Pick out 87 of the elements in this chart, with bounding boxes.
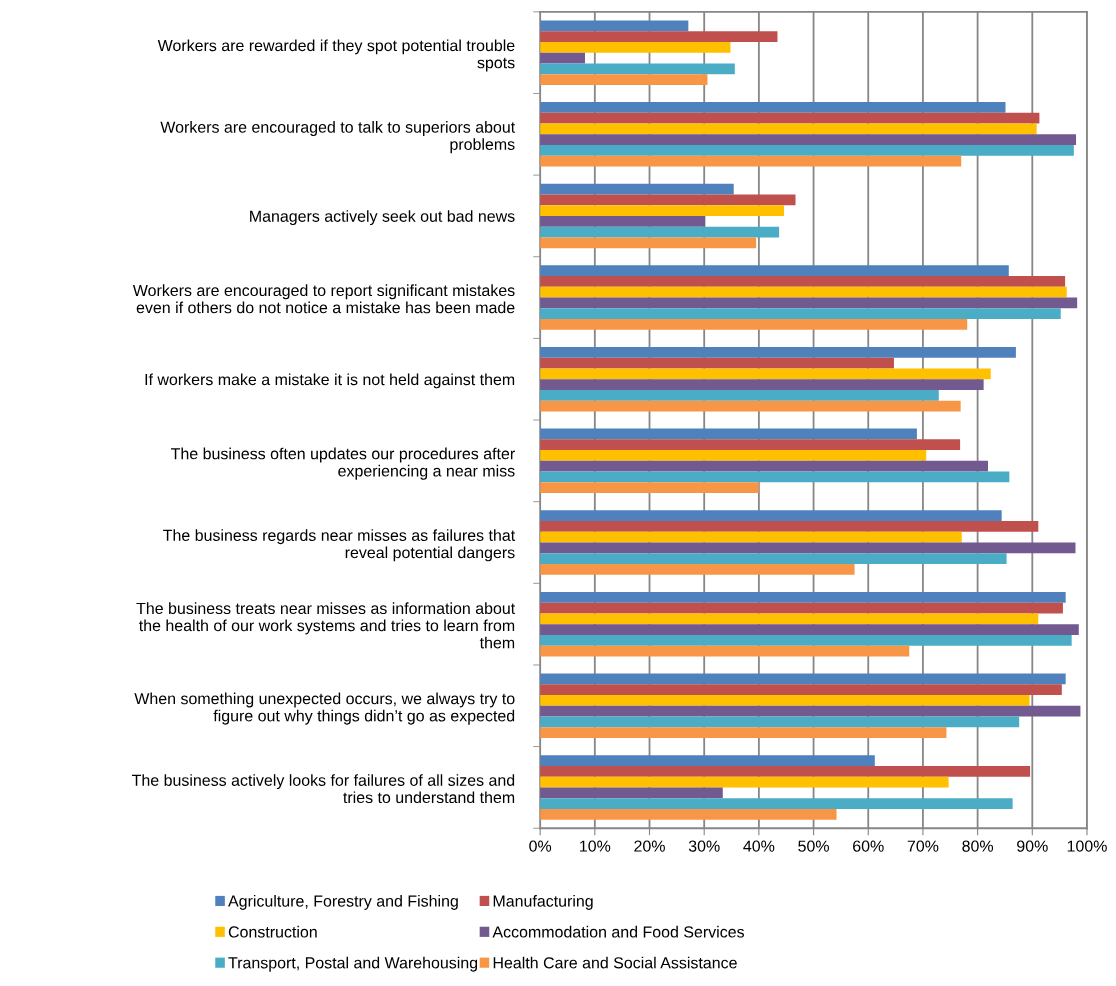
bar [540, 765, 1031, 777]
x-tick-label: 10% [580, 840, 611, 852]
y-tick-label: The business regards near misses as failures that reveal potential dangers [163, 529, 516, 562]
x-tick-label: 80% [962, 840, 994, 852]
bar [540, 41, 731, 53]
bar [540, 808, 837, 820]
x-tick-label: 90% [1017, 840, 1048, 852]
bar [540, 716, 1020, 728]
bar [540, 727, 947, 739]
bar [540, 613, 1039, 625]
bar [540, 634, 1072, 646]
bar [540, 591, 1066, 603]
bar [540, 673, 1066, 685]
bar [540, 798, 1013, 809]
legend-label: Health Care and Social Assistance [493, 956, 737, 969]
bar [540, 684, 1062, 696]
bar [540, 308, 1061, 320]
bar [540, 471, 1010, 483]
y-tick-label: If workers make a mistake it is not held against them [145, 373, 515, 389]
bar [540, 624, 1079, 635]
bar [540, 482, 759, 494]
y-tick-label: Workers are encouraged to talk to superiors about problems [160, 121, 516, 154]
bar [540, 112, 1040, 124]
y-tick-label: Managers actively seek out bad news [250, 210, 515, 226]
bar [540, 194, 796, 206]
y-tick-label: When something unexpected occurs, we always try to figure out why things didn’t go as expected [134, 692, 515, 725]
x-tick-label: 100% [1067, 840, 1107, 852]
bar [540, 145, 1074, 156]
bar [540, 265, 1009, 277]
bar [540, 379, 984, 390]
y-tick-label: Workers are rewarded if they spot potential trouble spots [157, 39, 515, 72]
bar [540, 521, 1039, 532]
bar [540, 450, 927, 461]
x-tick-label: 70% [907, 840, 939, 852]
bar [540, 205, 785, 216]
bar [540, 542, 1076, 554]
bar [540, 74, 708, 85]
legend-label: Agriculture, Forestry and Fishing [228, 895, 458, 910]
legend-label: Accommodation and Food Services [492, 925, 744, 938]
y-tick-label: Workers are encouraged to report significant mistakes even if others do not notice a mistake has been made [132, 284, 515, 314]
bar [540, 52, 585, 64]
bar [540, 645, 910, 657]
bar [540, 439, 961, 451]
bar [540, 695, 1030, 706]
bar [540, 553, 1007, 564]
bar [540, 319, 968, 330]
bar [540, 237, 757, 249]
x-tick-label: 60% [853, 840, 884, 852]
bar [540, 20, 689, 32]
bar [540, 602, 1063, 614]
bar [540, 134, 1077, 146]
bar [540, 368, 991, 380]
bar [540, 286, 1067, 298]
bar [540, 276, 1066, 287]
bar [540, 346, 1016, 358]
bar [540, 755, 875, 766]
bar [540, 460, 989, 472]
legend-label: Construction [228, 925, 317, 938]
bar [540, 123, 1037, 135]
y-tick-label: The business often updates our procedures after experiencing a near miss [171, 447, 515, 480]
bar [540, 564, 855, 575]
bar [540, 510, 1002, 521]
x-tick-label: 30% [688, 840, 720, 852]
bar [540, 226, 780, 238]
x-tick-label: 50% [798, 840, 829, 852]
bar [540, 102, 1006, 113]
bar [540, 183, 734, 195]
bar [540, 155, 962, 167]
bar [540, 31, 778, 42]
y-tick-label: The business treats near misses as information about the health of our work systems and tries to learn from them [136, 602, 516, 649]
legend-label: Transport, Postal and Warehousing [228, 956, 478, 972]
bar [540, 400, 961, 412]
bar [540, 357, 894, 369]
bar [540, 531, 962, 543]
bar [540, 776, 949, 788]
bar [540, 705, 1081, 717]
bar [540, 428, 917, 440]
bar [540, 787, 723, 799]
bar [540, 63, 735, 75]
x-tick-label: 40% [743, 840, 775, 852]
bar [540, 389, 939, 401]
x-tick-label: 20% [634, 840, 665, 852]
x-tick-label: 0% [529, 840, 552, 852]
y-tick-label: The business actively looks for failures of all sizes and tries to understand them [132, 774, 515, 804]
bar [540, 215, 706, 227]
legend-label: Manufacturing [493, 895, 593, 910]
bar [540, 297, 1078, 309]
